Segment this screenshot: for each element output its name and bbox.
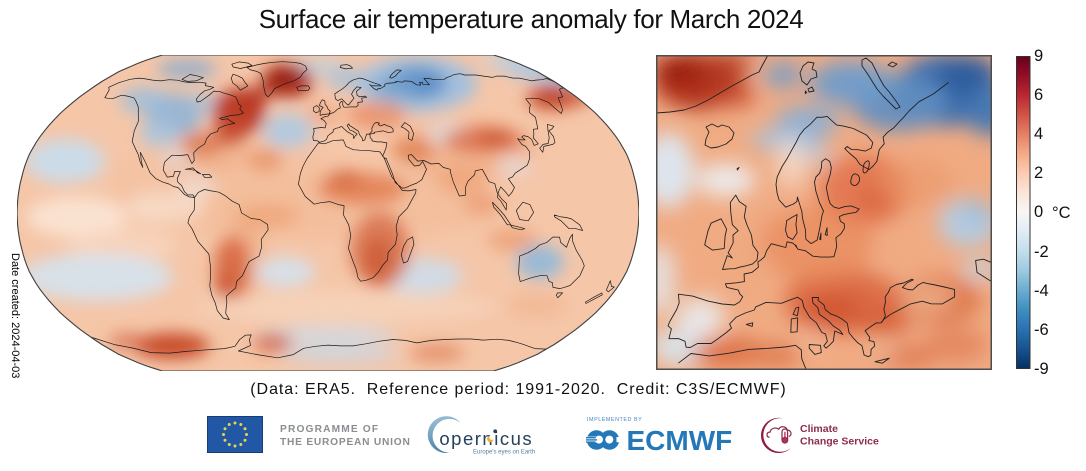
svg-text:opernicus: opernicus [439, 428, 533, 449]
svg-text:Change Service: Change Service [800, 436, 879, 448]
svg-text:Europe's eyes on Earth: Europe's eyes on Earth [473, 450, 535, 456]
svg-text:IMPLEMENTED BY: IMPLEMENTED BY [587, 417, 642, 423]
svg-text:ECMWF: ECMWF [627, 425, 733, 456]
svg-text:Climate: Climate [800, 423, 838, 435]
